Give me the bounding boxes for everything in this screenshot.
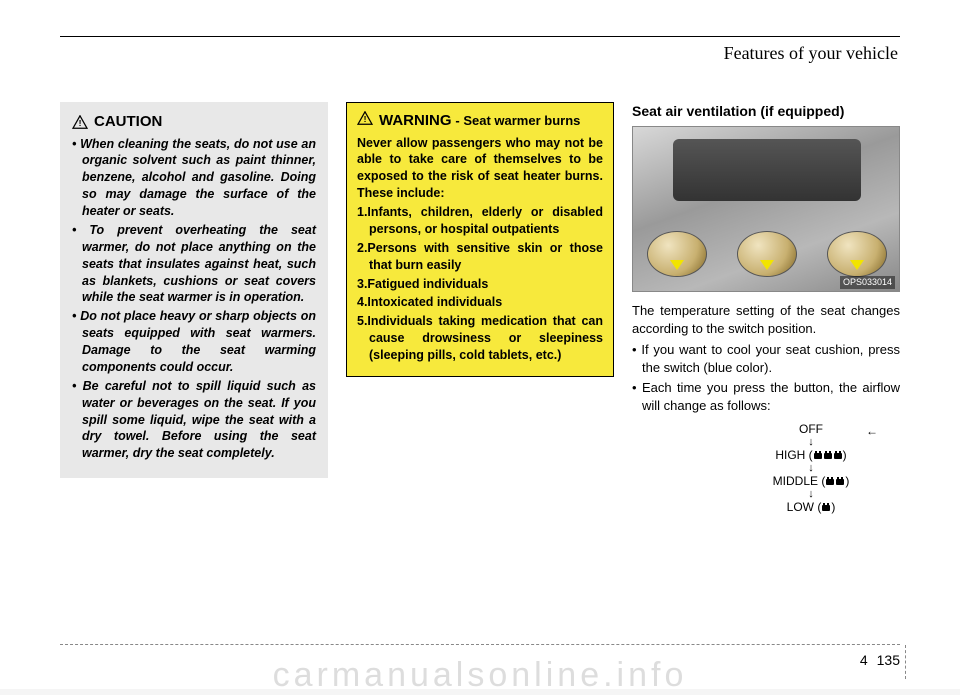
figure-switch-knob <box>737 231 797 277</box>
warning-heading: ! WARNING - Seat warmer burns <box>357 111 603 131</box>
page-number: 4135 <box>855 651 900 669</box>
caution-heading-text: CAUTION <box>94 112 162 132</box>
warning-item: 5.Individuals taking medication that can… <box>357 313 603 364</box>
figure-console-panel <box>673 139 861 201</box>
footer-dashed-rule <box>60 644 900 645</box>
page-page-number: 135 <box>877 652 900 668</box>
flow-middle: MIDDLE () <box>722 474 900 489</box>
warning-item: 2.Persons with sensitive skin or those t… <box>357 240 603 274</box>
content-columns: ! CAUTION When cleaning the seats, do no… <box>60 102 900 515</box>
fan-level-icon <box>834 453 842 459</box>
flow-low-label: LOW ( <box>787 500 822 514</box>
section-title: Seat air ventilation (if equipped) <box>632 102 900 120</box>
figure-arrow-icon <box>670 260 684 270</box>
flow-high: HIGH () <box>722 448 900 463</box>
caution-item: When cleaning the seats, do not use an o… <box>72 136 316 220</box>
flow-down-arrow-icon: ↓ <box>722 489 900 500</box>
warning-heading-sub: - Seat warmer burns <box>455 113 580 128</box>
figure-switch-knob <box>647 231 707 277</box>
column-caution: ! CAUTION When cleaning the seats, do no… <box>60 102 328 515</box>
column-section: Seat air ventilation (if equipped) OPS03… <box>632 102 900 515</box>
svg-text:!: ! <box>79 118 82 128</box>
fan-level-icon <box>822 505 830 511</box>
flow-close-paren: ) <box>845 474 849 488</box>
caution-triangle-icon: ! <box>72 115 88 129</box>
flow-off-label: OFF <box>799 422 823 436</box>
caution-item: Be careful not to spill liquid such as w… <box>72 378 316 462</box>
flow-close-paren: ) <box>831 500 835 514</box>
airflow-sequence: ← OFF ↓ HIGH () ↓ MIDDLE () ↓ LOW () <box>632 422 900 515</box>
page-chapter-number: 4 <box>855 651 873 669</box>
caution-heading: ! CAUTION <box>72 112 316 132</box>
warning-intro: Never allow passengers who may not be ab… <box>357 135 603 203</box>
section-paragraph: The temperature setting of the seat chan… <box>632 302 900 337</box>
ventilation-figure: OPS033014 <box>632 126 900 292</box>
fan-level-icon <box>836 479 844 485</box>
warning-box: ! WARNING - Seat warmer burns Never allo… <box>346 102 614 377</box>
flow-return-arrow-icon: ← <box>866 424 878 439</box>
caution-item: To prevent overheating the seat warmer, … <box>72 222 316 306</box>
flow-close-paren: ) <box>843 448 847 462</box>
figure-switch-knob <box>827 231 887 277</box>
warning-triangle-icon: ! <box>357 111 373 125</box>
warning-item: 1.Infants, children, elderly or disabled… <box>357 204 603 238</box>
warning-item: 4.Intoxicated individuals <box>357 294 603 311</box>
figure-arrow-icon <box>760 260 774 270</box>
section-bullet: Each time you press the button, the airf… <box>632 379 900 414</box>
chapter-title: Features of your vehicle <box>60 43 900 64</box>
figure-arrow-icon <box>850 260 864 270</box>
warning-item: 3.Fatigued individuals <box>357 276 603 293</box>
watermark: carmanualsonline.info <box>0 656 960 695</box>
caution-box: ! CAUTION When cleaning the seats, do no… <box>60 102 328 478</box>
footer-vertical-dash <box>905 645 906 679</box>
caution-item: Do not place heavy or sharp objects on s… <box>72 308 316 376</box>
fan-level-icon <box>824 453 832 459</box>
warning-heading-main: WARNING <box>379 112 452 129</box>
section-bullets: If you want to cool your seat cushion, p… <box>632 341 900 414</box>
figure-code: OPS033014 <box>840 276 895 290</box>
flow-middle-label: MIDDLE ( <box>773 474 826 488</box>
warning-list: 1.Infants, children, elderly or disabled… <box>357 204 603 364</box>
column-warning: ! WARNING - Seat warmer burns Never allo… <box>346 102 614 515</box>
header-rule <box>60 36 900 37</box>
section-bullet: If you want to cool your seat cushion, p… <box>632 341 900 376</box>
flow-low: LOW () <box>722 500 900 515</box>
fan-level-icon <box>826 479 834 485</box>
section-body: The temperature setting of the seat chan… <box>632 302 900 515</box>
svg-text:!: ! <box>364 114 367 124</box>
flow-down-arrow-icon: ↓ <box>722 463 900 474</box>
fan-level-icon <box>814 453 822 459</box>
flow-high-label: HIGH ( <box>775 448 812 462</box>
manual-page: Features of your vehicle ! CAUTION When … <box>0 0 960 689</box>
caution-list: When cleaning the seats, do not use an o… <box>72 136 316 463</box>
